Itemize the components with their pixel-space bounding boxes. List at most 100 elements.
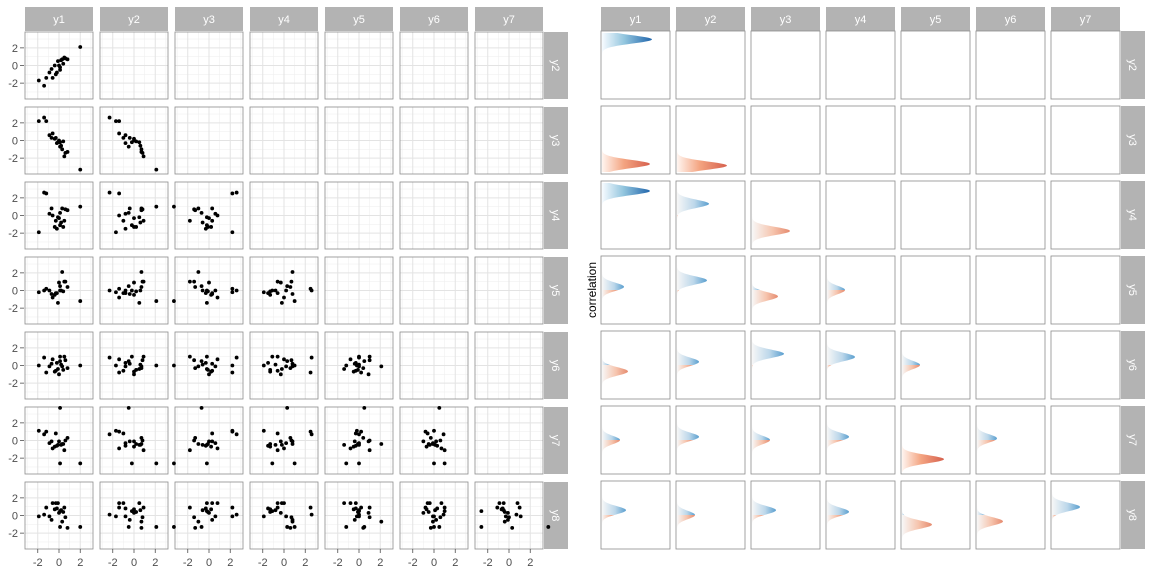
scatter-point	[210, 431, 215, 436]
scatter-point	[65, 435, 70, 440]
panel-border	[324, 31, 394, 100]
scatter-point	[134, 442, 139, 446]
density-negative-area	[677, 515, 695, 547]
scatter-point	[126, 210, 131, 215]
scatter-panel-y1-y7	[24, 405, 94, 475]
x-tick-label: -2	[258, 557, 268, 569]
scatter-point	[60, 147, 65, 152]
scatter-point	[351, 507, 356, 512]
scatter-point	[132, 372, 136, 377]
density-panel-y3-y4	[750, 180, 821, 250]
scatter-panel-y1-y4	[24, 181, 94, 250]
scatter-point	[54, 360, 59, 365]
scatter-panel-y3-y6	[172, 331, 244, 400]
scatter-point	[275, 431, 280, 436]
density-positive-area	[602, 408, 620, 440]
density-positive-area	[677, 258, 707, 290]
scatter-point	[204, 501, 209, 506]
panel-border	[324, 106, 394, 175]
scatter-point	[65, 285, 70, 289]
scatter-point	[57, 280, 61, 285]
correlation-density-y1-y8	[602, 483, 626, 547]
scatter-point	[353, 501, 358, 506]
correlation-density-y2-y4	[677, 183, 709, 247]
scatter-point	[121, 135, 126, 140]
scatter-point	[78, 167, 83, 172]
panel-border	[474, 106, 544, 175]
scatter-point	[141, 448, 146, 453]
scatter-point	[117, 286, 122, 291]
scatter-point	[425, 501, 430, 506]
scatter-point	[292, 461, 297, 466]
density-negative-area	[677, 440, 694, 472]
scatter-point	[107, 115, 112, 120]
density-negative-area	[602, 515, 615, 547]
scatter-panel-y3-y2	[174, 31, 244, 100]
scatter-point	[154, 525, 159, 529]
density-negative-area	[902, 365, 920, 397]
scatter-point	[61, 225, 66, 229]
density-positive-area	[827, 483, 849, 515]
scatter-point	[342, 443, 347, 447]
scatter-point	[127, 292, 132, 296]
strip-label-y3: y3	[1126, 134, 1138, 146]
scatter-panel-y2-y5	[99, 256, 169, 325]
scatter-panel-y1-y5	[24, 256, 94, 325]
density-negative-area	[752, 515, 765, 547]
scatter-point	[234, 432, 239, 437]
density-positive-area	[602, 483, 626, 515]
scatter-point	[65, 366, 70, 371]
scatter-point	[187, 218, 192, 223]
strip-col-y4	[826, 7, 895, 31]
scatter-point	[230, 290, 235, 295]
strip-label-y4: y4	[855, 14, 867, 26]
scatter-point	[44, 505, 49, 510]
scatter-point	[117, 446, 122, 451]
scatter-point	[58, 354, 62, 359]
scatter-point	[275, 291, 280, 296]
y-tick-label: -2	[8, 153, 18, 165]
scatter-point	[138, 508, 143, 513]
strip-row-y2	[1121, 31, 1145, 99]
strip-label-y7: y7	[503, 14, 515, 26]
correlation-density-y2-y3	[677, 140, 727, 172]
scatter-point	[357, 355, 361, 360]
scatter-panel-y7-y5	[474, 256, 544, 325]
scatter-point	[215, 295, 220, 300]
density-panel-y5-y5	[900, 255, 971, 325]
scatter-point	[497, 501, 502, 506]
scatter-point	[379, 442, 384, 446]
scatter-point	[126, 144, 131, 149]
scatter-point	[140, 438, 145, 443]
scatter-point	[50, 213, 55, 218]
correlation-density-y1-y2	[602, 33, 652, 65]
strip-label-y2: y2	[549, 60, 561, 72]
scatter-point	[438, 515, 443, 520]
density-panel-y7-y2	[1050, 30, 1121, 100]
scatter-point	[57, 138, 61, 143]
strip-col-y7	[475, 7, 543, 31]
panel-border	[474, 406, 544, 475]
density-panel-y5-y2	[900, 30, 971, 100]
scatter-point	[213, 288, 218, 293]
scatter-point	[107, 355, 112, 360]
scatter-point	[502, 510, 507, 514]
scatter-point	[207, 280, 211, 285]
strip-row-y4	[544, 182, 568, 249]
scatter-point	[134, 139, 139, 144]
scatter-point	[348, 501, 353, 506]
strip-label-y8: y8	[1126, 509, 1138, 521]
scatter-point	[210, 518, 215, 522]
x-tick-label: -2	[183, 557, 193, 569]
scatter-point	[348, 357, 353, 362]
scatter-point	[421, 439, 426, 444]
scatter-point	[289, 358, 294, 363]
scatter-point	[129, 354, 134, 359]
scatter-point	[206, 225, 210, 229]
scatter-point	[290, 442, 295, 446]
scatter-point	[114, 290, 118, 295]
scatter-point	[192, 279, 197, 284]
y-tick-label: 0	[12, 211, 18, 223]
correlation-density-y1-y7	[602, 408, 620, 472]
density-panel-y4-y4	[825, 180, 896, 250]
